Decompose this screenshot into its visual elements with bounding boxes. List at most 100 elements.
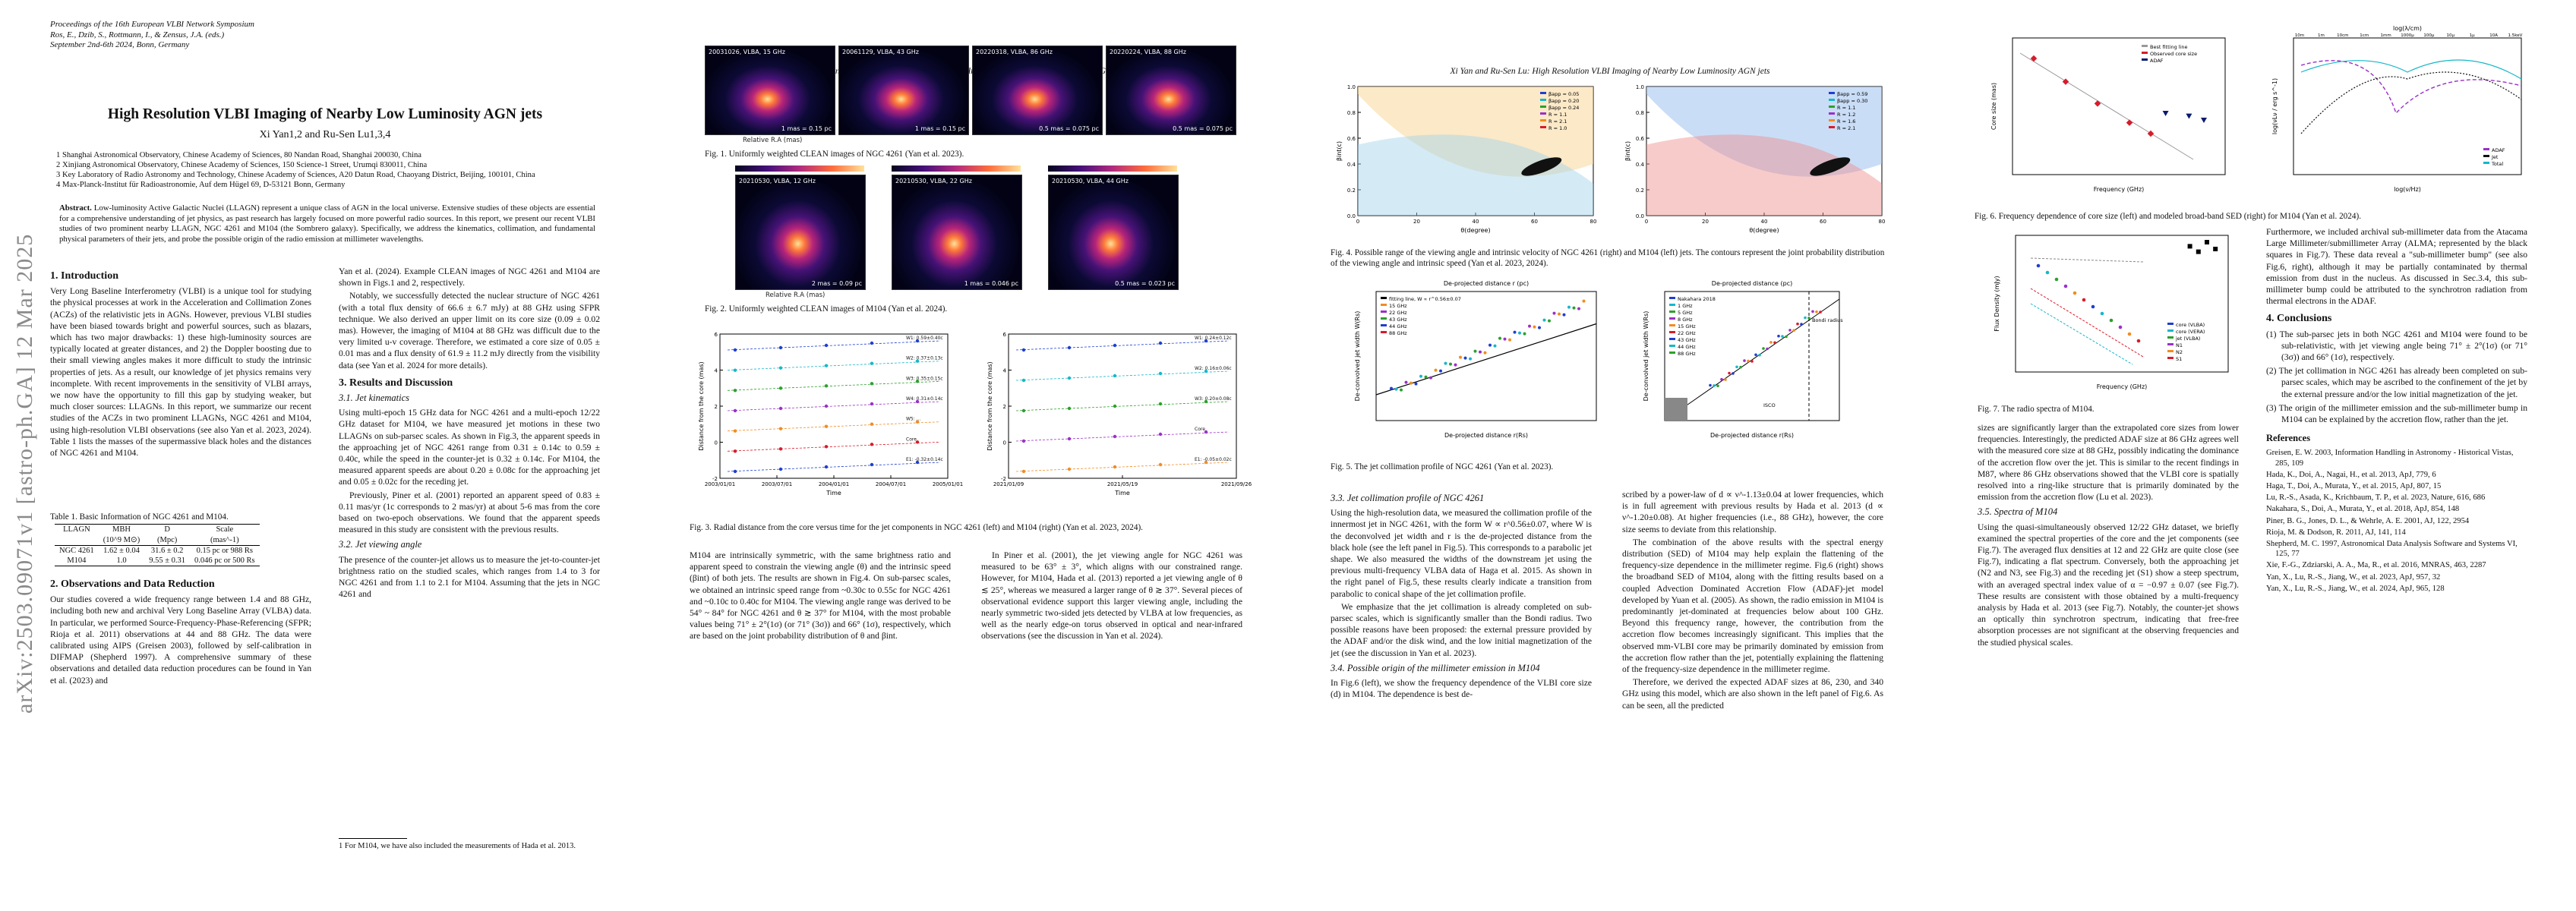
y-tick-label: -2 bbox=[712, 476, 718, 482]
trend-line bbox=[727, 361, 941, 371]
reference-item: Haga, T., Doi, A., Murata, Y., et al. 20… bbox=[2266, 482, 2442, 491]
legend-entry: Observed core size bbox=[2150, 51, 2197, 57]
x-tick-label: 20 bbox=[1413, 219, 1420, 225]
data-point bbox=[1788, 329, 1792, 332]
data-point bbox=[1796, 322, 1799, 326]
trend-line bbox=[1015, 431, 1230, 442]
data-point bbox=[1488, 343, 1492, 347]
jet-curve bbox=[2300, 71, 2522, 134]
plot-frame bbox=[2293, 37, 2522, 175]
trend-line bbox=[727, 401, 941, 411]
data-point bbox=[778, 406, 783, 411]
legend-swatch bbox=[1669, 338, 1675, 340]
data-point bbox=[1439, 369, 1442, 373]
scale-label: 0.5 mas = 0.075 pc bbox=[1039, 125, 1099, 132]
figure-1: 20031026, VLBA, 15 GHz 1 mas = 0.15 pc 20… bbox=[690, 46, 1252, 152]
data-point bbox=[1067, 467, 1072, 471]
data-point bbox=[2036, 263, 2041, 268]
series-label: W3: 0.35±0.15c bbox=[906, 376, 943, 381]
data-point bbox=[1528, 324, 1531, 328]
data-point bbox=[870, 462, 874, 467]
y-tick-label: -2 bbox=[1001, 476, 1006, 482]
legend-swatch bbox=[1669, 324, 1675, 326]
legend-swatch bbox=[1829, 106, 1835, 108]
data-point bbox=[1720, 377, 1723, 381]
legend-entry: R = 2.1 bbox=[1837, 125, 1855, 131]
clean-image-panel: 20210530, VLBA, 22 GHz 1 mas = 0.046 pc bbox=[892, 175, 1022, 290]
data-point bbox=[1067, 406, 1072, 411]
reference-item: Yan, X., Lu, R.-S., Jiang, W., et al. 20… bbox=[2266, 584, 2445, 593]
y-axis-label: Distance from the core (mas) bbox=[698, 361, 705, 450]
legend-swatch bbox=[1540, 99, 1546, 101]
legend-swatch bbox=[2167, 323, 2174, 325]
page-1: arXiv:2503.09071v1 [astro-ph.GA] 12 Mar … bbox=[0, 0, 644, 911]
data-point bbox=[1572, 306, 1576, 310]
top-tick-label: 1000μ bbox=[2401, 33, 2414, 38]
x-axis-label: Time bbox=[1114, 490, 1130, 496]
table-unit bbox=[55, 534, 99, 546]
paragraph: The presence of the counter-jet allows u… bbox=[339, 554, 600, 600]
fit-line bbox=[1664, 298, 1840, 421]
data-point bbox=[915, 380, 920, 383]
legend-swatch bbox=[2167, 329, 2174, 332]
reference-item: Hada, K., Doi, A., Nagai, H., et al. 201… bbox=[2266, 470, 2436, 479]
data-point bbox=[1503, 337, 1507, 341]
trend-line bbox=[1015, 370, 1230, 381]
trend-line bbox=[727, 462, 941, 472]
legend-entry: 88 GHz bbox=[1678, 351, 1696, 357]
table-1-caption: Table 1. Basic Information of NGC 4261 a… bbox=[50, 512, 229, 522]
data-point bbox=[1204, 399, 1208, 404]
series-label: W2: 0.37±0.13c bbox=[906, 356, 943, 361]
figure-3: 2003/01/01 2003/07/01 2004/01/01 2004/07/01… bbox=[698, 332, 1252, 496]
top-tick-label: 1mm bbox=[2380, 33, 2391, 38]
data-point bbox=[1459, 355, 1462, 359]
core-size-point bbox=[2094, 100, 2101, 107]
data-point bbox=[1811, 310, 1814, 314]
affiliation: 3 Key Laboratory of Radio Astronomy and … bbox=[56, 171, 535, 179]
trend-line bbox=[727, 340, 941, 351]
page-2: Xi Yan and Ru-Sen Lu: High Resolution VL… bbox=[644, 0, 1288, 911]
data-point bbox=[870, 382, 874, 386]
data-point bbox=[1785, 335, 1788, 339]
table-cell: 0.15 pc or 988 Rs bbox=[196, 547, 253, 555]
data-point bbox=[733, 348, 737, 352]
data-point bbox=[2136, 339, 2141, 343]
reference-item: Nakahara, S., Doi, A., Murata, Y., et al… bbox=[2266, 505, 2460, 514]
y-tick-label: 6 bbox=[715, 332, 718, 338]
figure-2: 20210530, VLBA, 12 GHz 2 mas = 0.09 pc 20… bbox=[720, 165, 1191, 302]
paragraph: We emphasize that the jet collimation is… bbox=[1331, 601, 1592, 658]
trend-line bbox=[727, 380, 941, 391]
scale-label: 2 mas = 0.09 pc bbox=[811, 280, 862, 287]
data-point bbox=[1473, 349, 1477, 353]
page-4: Frequency (GHz) Core size (mas) Best fitti… bbox=[1932, 0, 2576, 911]
legend-swatch bbox=[1669, 345, 1675, 347]
series-label: W5: ... bbox=[906, 417, 920, 422]
legend-entry: N1 bbox=[2176, 342, 2183, 348]
data-point bbox=[1766, 347, 1769, 351]
panel-label: 20210530, VLBA, 44 GHz bbox=[1052, 178, 1129, 184]
abstract: Abstract. Low-luminosity Active Galactic… bbox=[59, 203, 595, 244]
data-point bbox=[1709, 383, 1712, 387]
conclusion-item: (1) The sub-parsec jets in both NGC 4261… bbox=[2266, 329, 2527, 363]
data-point bbox=[1021, 378, 1026, 383]
data-point bbox=[778, 345, 783, 350]
data-point bbox=[733, 429, 737, 433]
data-point bbox=[733, 449, 737, 453]
data-point bbox=[1513, 330, 1517, 334]
legend-entry: 1 GHz bbox=[1678, 303, 1693, 309]
table-cell: NGC 4261 bbox=[59, 547, 94, 555]
y-tick-label: 4 bbox=[715, 368, 718, 374]
references-heading: References bbox=[2266, 433, 2311, 444]
clean-image-panel: 20220318, VLBA, 86 GHz 0.5 mas = 0.075 pc bbox=[972, 46, 1103, 135]
data-point bbox=[1754, 353, 1757, 357]
trend-line bbox=[1015, 462, 1230, 472]
table-cell: 0.046 pc or 500 Rs bbox=[190, 556, 260, 566]
core-size-point bbox=[2147, 130, 2155, 137]
footnote: 1 For M104, we have also included the me… bbox=[339, 842, 576, 850]
y-tick-label: 2 bbox=[1003, 404, 1006, 410]
data-point bbox=[778, 386, 783, 390]
reference-item: Lu, R.-S., Asada, K., Krichbaum, T. P., … bbox=[2266, 493, 2486, 503]
data-point bbox=[870, 341, 874, 345]
data-point bbox=[733, 408, 737, 413]
legend-entry: core (VERA) bbox=[2176, 329, 2205, 335]
